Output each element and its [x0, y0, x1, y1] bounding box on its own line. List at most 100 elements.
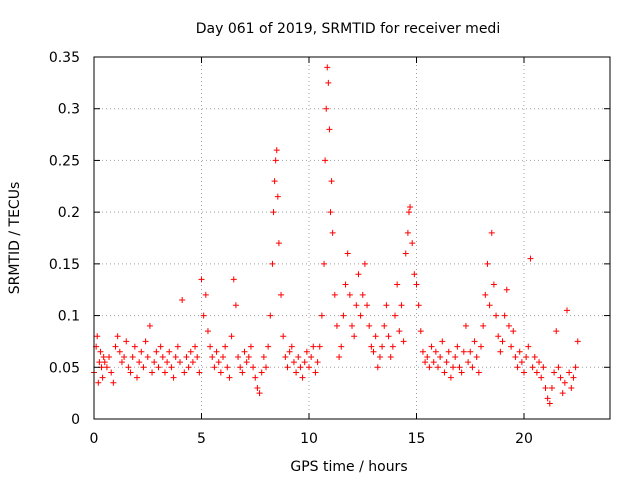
- data-point: [245, 353, 252, 360]
- data-point: [290, 359, 297, 366]
- data-point: [101, 359, 108, 366]
- y-axis-label: SRMTID / TECUs: [7, 182, 23, 295]
- data-point: [351, 333, 358, 340]
- data-point: [314, 359, 321, 366]
- data-point: [486, 302, 493, 309]
- data-point: [555, 364, 562, 371]
- y-tick-label: 0.2: [58, 205, 80, 221]
- data-point: [94, 333, 101, 340]
- data-point: [125, 364, 132, 371]
- data-point: [123, 338, 130, 345]
- x-tick-label: 20: [515, 431, 533, 447]
- data-point: [237, 364, 244, 371]
- data-point: [323, 105, 330, 112]
- data-point: [202, 291, 209, 298]
- data-point: [361, 260, 368, 267]
- data-point: [243, 359, 250, 366]
- data-point: [405, 209, 412, 216]
- data-point: [568, 384, 575, 391]
- data-point: [131, 343, 138, 350]
- data-point: [297, 364, 304, 371]
- data-point: [252, 374, 259, 381]
- data-point: [548, 384, 555, 391]
- data-point: [407, 203, 414, 210]
- data-point: [508, 343, 515, 350]
- data-point: [413, 281, 420, 288]
- data-point: [540, 364, 547, 371]
- data-point: [177, 359, 183, 366]
- data-point: [417, 328, 424, 335]
- data-point: [553, 328, 560, 335]
- y-tick-label: 0.1: [58, 309, 80, 325]
- data-point: [445, 348, 452, 355]
- x-tick-label: 15: [408, 431, 426, 447]
- data-point: [159, 353, 166, 360]
- data-point: [207, 343, 214, 350]
- data-point: [278, 291, 285, 298]
- data-point: [516, 348, 523, 355]
- data-point: [422, 359, 429, 366]
- data-point: [441, 369, 448, 376]
- data-point: [488, 229, 495, 236]
- data-point: [318, 312, 325, 319]
- data-point: [204, 328, 211, 335]
- data-point: [187, 348, 194, 355]
- data-point: [280, 333, 287, 340]
- data-points: [91, 64, 581, 407]
- data-point: [514, 364, 521, 371]
- data-point: [198, 276, 205, 283]
- data-point: [497, 348, 504, 355]
- data-point: [232, 302, 239, 309]
- data-point: [273, 147, 280, 154]
- data-point: [398, 302, 405, 309]
- data-point: [331, 291, 338, 298]
- data-point: [482, 291, 489, 298]
- data-point: [490, 281, 497, 288]
- data-point: [458, 369, 465, 376]
- data-point: [172, 353, 179, 360]
- data-point: [372, 333, 379, 340]
- data-point: [467, 348, 474, 355]
- data-point: [151, 359, 158, 366]
- data-point: [529, 364, 536, 371]
- data-point: [443, 359, 450, 366]
- data-point: [157, 343, 164, 350]
- data-point: [336, 353, 343, 360]
- data-point: [170, 374, 177, 381]
- data-point: [366, 322, 373, 329]
- data-point: [456, 364, 463, 371]
- data-point: [247, 343, 254, 350]
- data-point: [478, 343, 484, 350]
- data-point: [181, 369, 188, 376]
- data-point: [364, 302, 371, 309]
- data-point: [454, 343, 461, 350]
- data-point: [164, 359, 171, 366]
- data-point: [118, 359, 125, 366]
- data-point: [402, 250, 409, 257]
- data-point: [194, 353, 201, 360]
- data-point: [274, 193, 281, 200]
- data-point: [121, 353, 128, 360]
- data-point: [100, 353, 107, 360]
- data-point: [166, 348, 173, 355]
- data-point: [533, 369, 540, 376]
- data-point: [321, 260, 328, 267]
- data-point: [114, 333, 121, 340]
- data-point: [359, 291, 366, 298]
- data-point: [536, 359, 543, 366]
- data-point: [211, 364, 218, 371]
- data-point: [452, 353, 459, 360]
- data-point: [394, 281, 401, 288]
- data-point: [527, 255, 534, 262]
- data-point: [381, 322, 388, 329]
- data-point: [97, 348, 104, 355]
- data-point: [503, 286, 510, 293]
- data-point: [134, 374, 140, 381]
- data-point: [222, 343, 229, 350]
- data-point: [312, 369, 319, 376]
- data-point: [435, 364, 441, 371]
- data-point: [326, 126, 333, 133]
- data-point: [142, 338, 149, 345]
- data-point: [349, 322, 355, 329]
- data-point: [570, 374, 577, 381]
